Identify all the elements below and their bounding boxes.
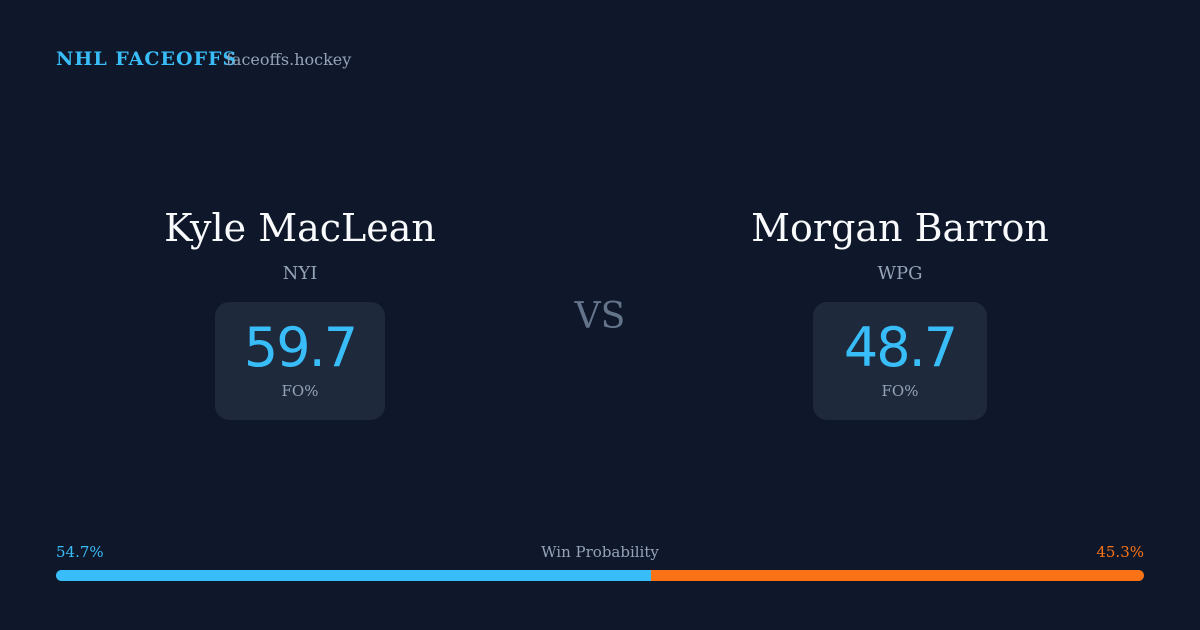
stat-label: FO% (281, 382, 319, 400)
brand-title: NHL FACEOFFS (56, 48, 238, 70)
stat-card: 59.7 FO% (215, 302, 385, 420)
versus: VS (574, 296, 626, 337)
stat-label: FO% (881, 382, 919, 400)
stat-value: 59.7 (243, 316, 358, 379)
win-prob-right: 45.3% (1096, 543, 1144, 561)
win-prob-segment (651, 570, 1144, 581)
win-prob-title: Win Probability (541, 543, 659, 561)
win-prob-left: 54.7% (56, 543, 104, 561)
player-team: NYI (282, 263, 318, 284)
stat-value: 48.7 (843, 316, 958, 379)
site-name: faceoffs.hockey (226, 50, 352, 69)
win-prob-segment (56, 570, 652, 581)
player-team: WPG (877, 263, 923, 284)
player-name: Morgan Barron (751, 206, 1049, 250)
stat-card: 48.7 FO% (813, 302, 987, 420)
win-prob-bar (56, 570, 1144, 581)
player-name: Kyle MacLean (164, 206, 436, 250)
